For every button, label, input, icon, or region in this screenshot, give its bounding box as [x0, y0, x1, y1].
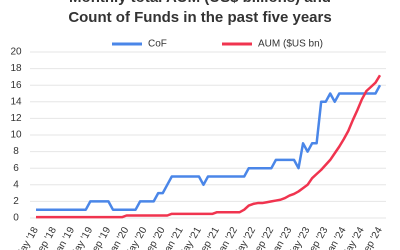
legend-label: AUM ($US bn) [258, 39, 323, 50]
y-tick-label: 8 [13, 146, 19, 157]
y-tick-label: 4 [13, 179, 19, 190]
y-tick-label: 16 [10, 80, 22, 91]
y-tick-label: 6 [13, 163, 19, 174]
y-tick-label: 10 [10, 130, 22, 141]
y-tick-label: 18 [10, 63, 22, 74]
y-tick-label: 12 [10, 113, 22, 124]
y-tick-label: 2 [13, 196, 19, 207]
y-tick-label: 14 [10, 96, 22, 107]
chart-title: Monthly total AUM (US$ billions) andCoun… [68, 0, 331, 26]
y-tick-label: 0 [13, 213, 19, 224]
legend-label: CoF [148, 39, 167, 50]
series-line [36, 84, 382, 211]
series-line [36, 74, 382, 219]
y-tick-label: 20 [10, 47, 22, 58]
